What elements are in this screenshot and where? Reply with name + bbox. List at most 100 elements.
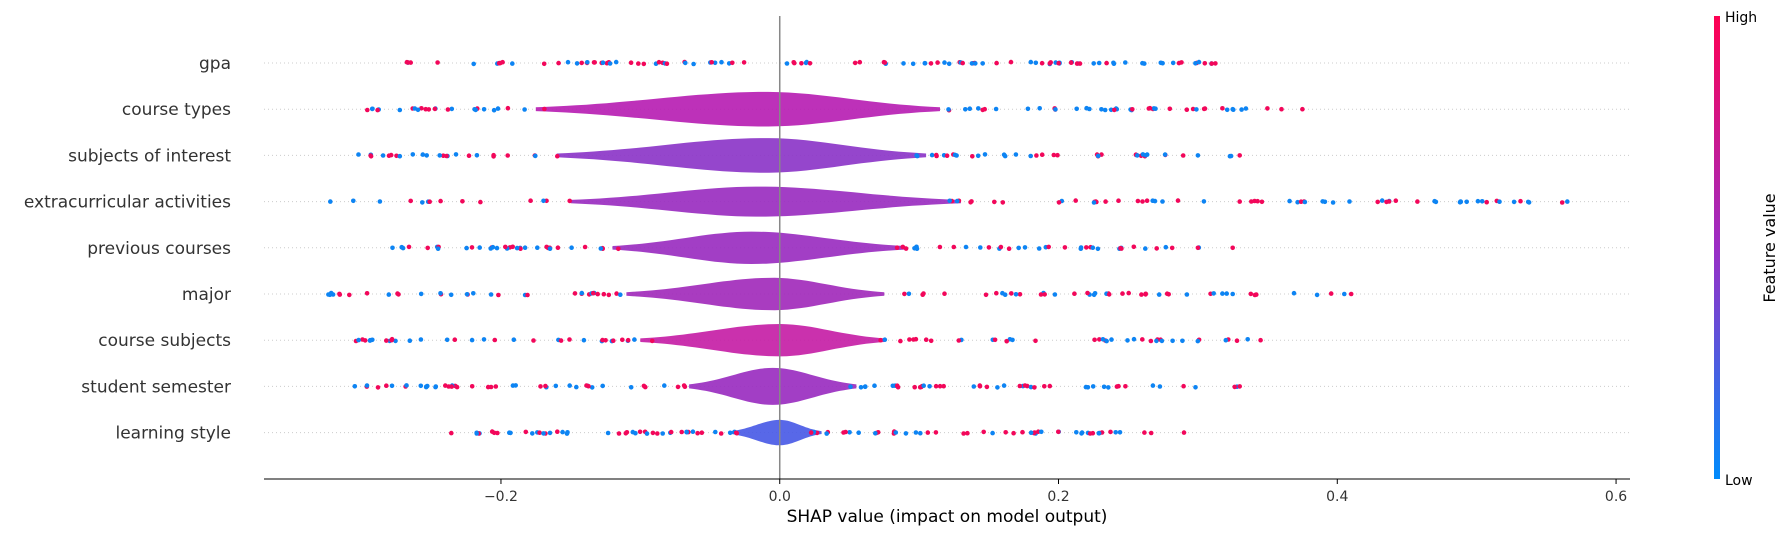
shap-point [841, 430, 846, 435]
shap-point [510, 61, 515, 66]
shap-point [1239, 107, 1244, 112]
shap-point [1135, 153, 1140, 158]
shap-point [973, 61, 978, 66]
shap-point [616, 431, 622, 436]
shap-point [523, 429, 529, 435]
shap-point [1142, 61, 1147, 66]
shap-point [481, 107, 487, 112]
shap-point [1103, 199, 1108, 204]
shap-point [1497, 199, 1502, 204]
feature-label: course types [122, 100, 231, 120]
shap-point [713, 429, 718, 435]
shap-point [464, 292, 470, 297]
shap-point [582, 244, 588, 250]
shap-point [1104, 338, 1109, 344]
shap-point [1518, 198, 1523, 204]
shap-point [1184, 107, 1190, 112]
shap-point [327, 292, 333, 298]
feature-label: student semester [81, 377, 231, 397]
shap-point [491, 152, 496, 158]
shap-point [601, 291, 607, 297]
shap-point [1255, 198, 1260, 204]
shap-point [364, 291, 370, 296]
shap-point [1220, 106, 1225, 111]
shap-point [528, 198, 533, 203]
shap-point [607, 61, 613, 66]
shap-point [946, 61, 952, 67]
shap-point [637, 429, 643, 435]
shap-point [1181, 383, 1186, 389]
shap-point [427, 199, 433, 204]
shap-point [488, 246, 494, 251]
shap-point [514, 245, 520, 251]
shap-point [913, 336, 919, 342]
shap-point [1022, 383, 1028, 388]
shap-point [367, 338, 373, 343]
shap-point [408, 198, 414, 204]
feature-label: major [182, 285, 231, 305]
shap-outlier-point [1565, 199, 1570, 204]
shap-point [784, 61, 790, 66]
shap-point [914, 246, 920, 251]
shap-point [503, 244, 508, 250]
shap-point [1056, 60, 1061, 66]
shap-point [893, 430, 899, 435]
shap-point [699, 430, 705, 436]
shap-point [453, 152, 459, 157]
shap-point [328, 199, 333, 204]
shap-point [1135, 198, 1141, 204]
shap-point [1265, 106, 1270, 111]
shap-point [852, 60, 858, 66]
shap-point [998, 244, 1004, 250]
shap-point [981, 429, 986, 435]
shap-point [1154, 246, 1159, 251]
shap-point [522, 245, 528, 250]
shap-point [585, 60, 590, 65]
shap-point [390, 245, 395, 251]
shap-point [952, 152, 958, 158]
shap-point [690, 429, 696, 435]
shap-point [1232, 384, 1237, 390]
shap-point [1458, 199, 1463, 204]
shap-point [898, 338, 903, 344]
shap-outlier-point [1258, 337, 1263, 343]
shap-point [586, 383, 591, 389]
shap-point [1118, 245, 1123, 251]
shap-point [495, 430, 500, 436]
shap-point [986, 245, 992, 250]
shap-point [1072, 291, 1077, 297]
shap-point [435, 246, 441, 251]
shap-point [589, 385, 595, 390]
shap-point [1375, 199, 1380, 205]
shap-point [1175, 198, 1181, 203]
colorbar-low-label: Low [1725, 473, 1753, 489]
shap-point [942, 291, 947, 297]
shap-point [1154, 338, 1159, 344]
shap-point [448, 292, 454, 298]
shap-point [435, 60, 440, 65]
shap-point [1143, 291, 1148, 297]
shap-point [496, 292, 501, 298]
shap-point [1022, 245, 1028, 250]
shap-point [684, 429, 689, 435]
shap-outlier-point [1342, 291, 1347, 297]
shap-point [1099, 107, 1104, 112]
shap-point [365, 107, 370, 113]
shap-point [542, 106, 547, 112]
shap-point [474, 153, 480, 158]
shap-point [505, 105, 511, 111]
shap-point [492, 337, 498, 343]
shap-point [1511, 199, 1517, 205]
shap-point [404, 59, 410, 65]
shap-point [352, 384, 358, 389]
shap-point [1211, 291, 1216, 296]
shap-point [946, 107, 951, 112]
shap-point [650, 430, 656, 436]
shap-point [1091, 61, 1096, 66]
shap-point [567, 337, 572, 342]
shap-point [1078, 246, 1084, 251]
shap-point [368, 153, 374, 158]
shap-point [410, 152, 416, 157]
shap-point [1084, 245, 1089, 250]
shap-point [915, 153, 920, 159]
